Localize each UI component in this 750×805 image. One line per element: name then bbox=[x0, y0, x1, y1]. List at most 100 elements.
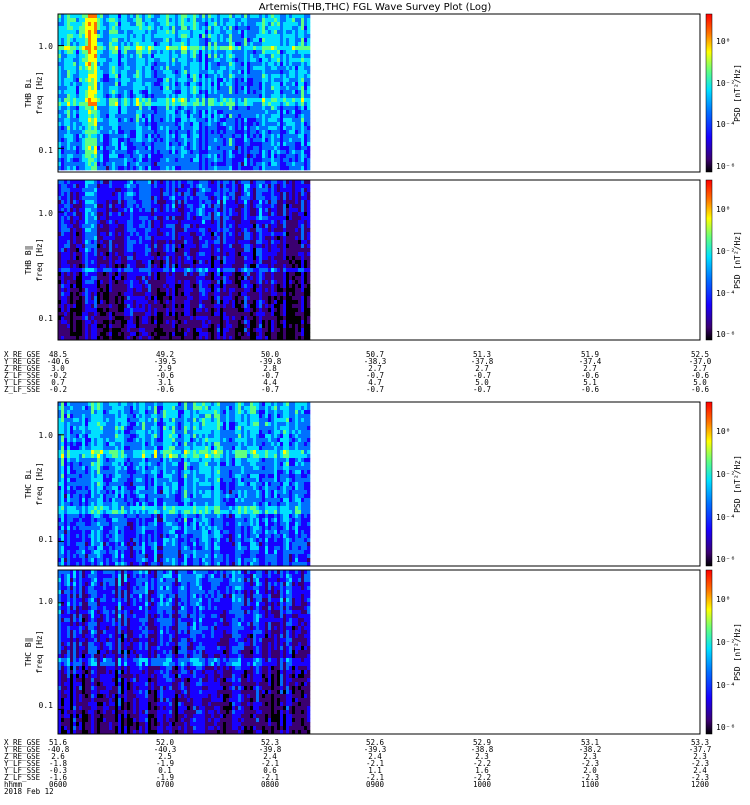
spectrogram-cell bbox=[61, 200, 64, 204]
spectrogram-cell bbox=[79, 196, 82, 200]
spectrogram-cell bbox=[76, 304, 79, 308]
spectrogram-cell bbox=[88, 162, 91, 166]
spectrogram-cell bbox=[277, 38, 280, 42]
spectrogram-cell bbox=[160, 292, 163, 296]
spectrogram-cell bbox=[82, 130, 85, 134]
spectrogram-cell bbox=[157, 232, 160, 236]
spectrogram-cell bbox=[208, 26, 211, 30]
spectrogram-cell bbox=[73, 42, 76, 46]
spectrogram-cell bbox=[79, 224, 82, 228]
spectrogram-cell bbox=[298, 42, 301, 46]
spectrogram-cell bbox=[157, 268, 160, 272]
spectrogram-cell bbox=[217, 38, 220, 42]
spectrogram-cell bbox=[166, 58, 169, 62]
spectrogram-cell bbox=[169, 200, 172, 204]
spectrogram-cell bbox=[229, 130, 232, 134]
spectrogram-cell bbox=[202, 26, 205, 30]
spectrogram-cell bbox=[142, 26, 145, 30]
spectrogram-cell bbox=[130, 26, 133, 30]
spectrogram-cell bbox=[109, 130, 112, 134]
spectrogram-cell bbox=[163, 62, 166, 66]
spectrogram-cell bbox=[73, 292, 76, 296]
spectrogram-cell bbox=[208, 122, 211, 126]
spectrogram-cell bbox=[169, 110, 172, 114]
spectrogram-cell bbox=[217, 74, 220, 78]
spectrogram-cell bbox=[202, 94, 205, 98]
spectrogram-cell bbox=[97, 324, 100, 328]
spectrogram-cell bbox=[229, 102, 232, 106]
spectrogram-cell bbox=[208, 114, 211, 118]
spectrogram-cell bbox=[301, 74, 304, 78]
spectrogram-cell bbox=[286, 46, 289, 50]
spectrogram-cell bbox=[136, 272, 139, 276]
spectrogram-cell bbox=[82, 50, 85, 54]
spectrogram-cell bbox=[163, 98, 166, 102]
spectrogram-cell bbox=[130, 208, 133, 212]
spectrogram-cell bbox=[214, 78, 217, 82]
spectrogram-cell bbox=[157, 126, 160, 130]
spectrogram-cell bbox=[196, 50, 199, 54]
spectrogram-cell bbox=[154, 200, 157, 204]
spectrogram-cell bbox=[82, 280, 85, 284]
spectrogram-cell bbox=[166, 240, 169, 244]
spectrogram-cell bbox=[166, 78, 169, 82]
spectrogram-cell bbox=[229, 18, 232, 22]
spectrogram-cell bbox=[127, 212, 130, 216]
spectrogram-cell bbox=[112, 260, 115, 264]
spectrogram-cell bbox=[121, 158, 124, 162]
spectrogram-cell bbox=[217, 134, 220, 138]
spectrogram-cell bbox=[262, 74, 265, 78]
spectrogram-cell bbox=[304, 150, 307, 154]
spectrogram-cell bbox=[88, 130, 91, 134]
spectrogram-cell bbox=[205, 106, 208, 110]
spectrogram-cell bbox=[241, 66, 244, 70]
spectrogram-cell bbox=[184, 204, 187, 208]
spectrogram-cell bbox=[94, 232, 97, 236]
spectrogram-cell bbox=[100, 118, 103, 122]
spectrogram-cell bbox=[163, 240, 166, 244]
spectrogram-cell bbox=[85, 200, 88, 204]
spectrogram-cell bbox=[70, 244, 73, 248]
spectrogram-cell bbox=[91, 260, 94, 264]
spectrogram-cell bbox=[178, 98, 181, 102]
spectrogram-cell bbox=[175, 232, 178, 236]
spectrogram-cell bbox=[250, 18, 253, 22]
spectrogram-cell bbox=[88, 300, 91, 304]
spectrogram-cell bbox=[214, 126, 217, 130]
spectrogram-cell bbox=[163, 46, 166, 50]
spectrogram-cell bbox=[229, 162, 232, 166]
spectrogram-cell bbox=[172, 192, 175, 196]
spectrogram-cell bbox=[82, 260, 85, 264]
spectrogram-cell bbox=[238, 46, 241, 50]
spectrogram-cell bbox=[256, 90, 259, 94]
spectrogram-cell bbox=[112, 46, 115, 50]
spectrogram-cell bbox=[190, 162, 193, 166]
spectrogram-cell bbox=[76, 86, 79, 90]
spectrogram-cell bbox=[124, 106, 127, 110]
spectrogram-cell bbox=[253, 150, 256, 154]
spectrogram-cell bbox=[178, 122, 181, 126]
spectrogram-cell bbox=[85, 142, 88, 146]
spectrogram-cell bbox=[157, 224, 160, 228]
spectrogram-cell bbox=[88, 22, 91, 26]
spectrogram-cell bbox=[214, 58, 217, 62]
spectrogram-cell bbox=[103, 312, 106, 316]
spectrogram-cell bbox=[292, 82, 295, 86]
spectrogram-cell bbox=[187, 30, 190, 34]
colorbar bbox=[706, 14, 712, 172]
spectrogram-cell bbox=[301, 42, 304, 46]
spectrogram-cell bbox=[118, 26, 121, 30]
spectrogram-cell bbox=[127, 134, 130, 138]
spectrogram-cell bbox=[85, 240, 88, 244]
spectrogram-cell bbox=[61, 126, 64, 130]
spectrogram-cell bbox=[160, 58, 163, 62]
spectrogram-cell bbox=[127, 30, 130, 34]
spectrogram-cell bbox=[76, 248, 79, 252]
spectrogram-cell bbox=[85, 324, 88, 328]
spectrogram-cell bbox=[85, 248, 88, 252]
spectrogram-cell bbox=[163, 196, 166, 200]
spectrogram-cell bbox=[82, 296, 85, 300]
spectrogram-cell bbox=[193, 142, 196, 146]
spectrogram-cell bbox=[82, 328, 85, 332]
spectrogram-cell bbox=[172, 276, 175, 280]
